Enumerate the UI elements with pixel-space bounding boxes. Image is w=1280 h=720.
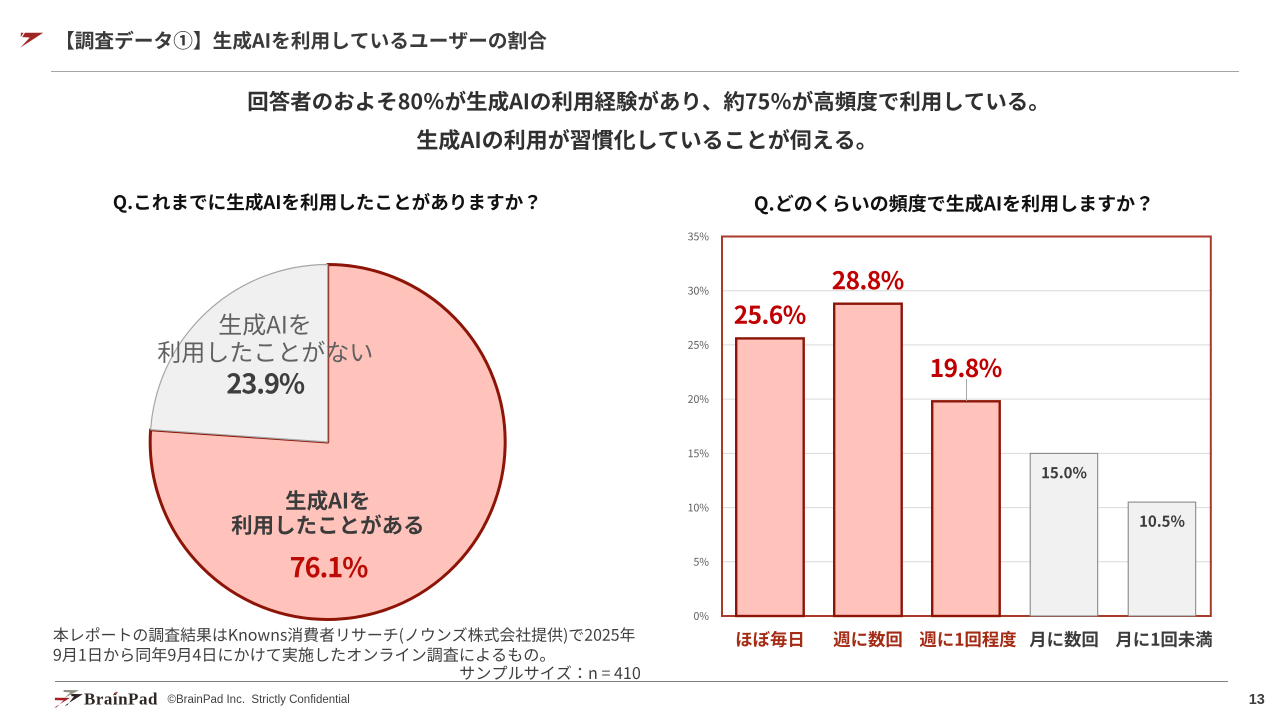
svg-text:BrainPad: BrainPad: [84, 690, 158, 709]
svg-text:13: 13: [1249, 692, 1265, 708]
svg-text:©BrainPad Inc. Strictly Confi: ©BrainPad Inc. Strictly Confidential: [168, 694, 350, 706]
